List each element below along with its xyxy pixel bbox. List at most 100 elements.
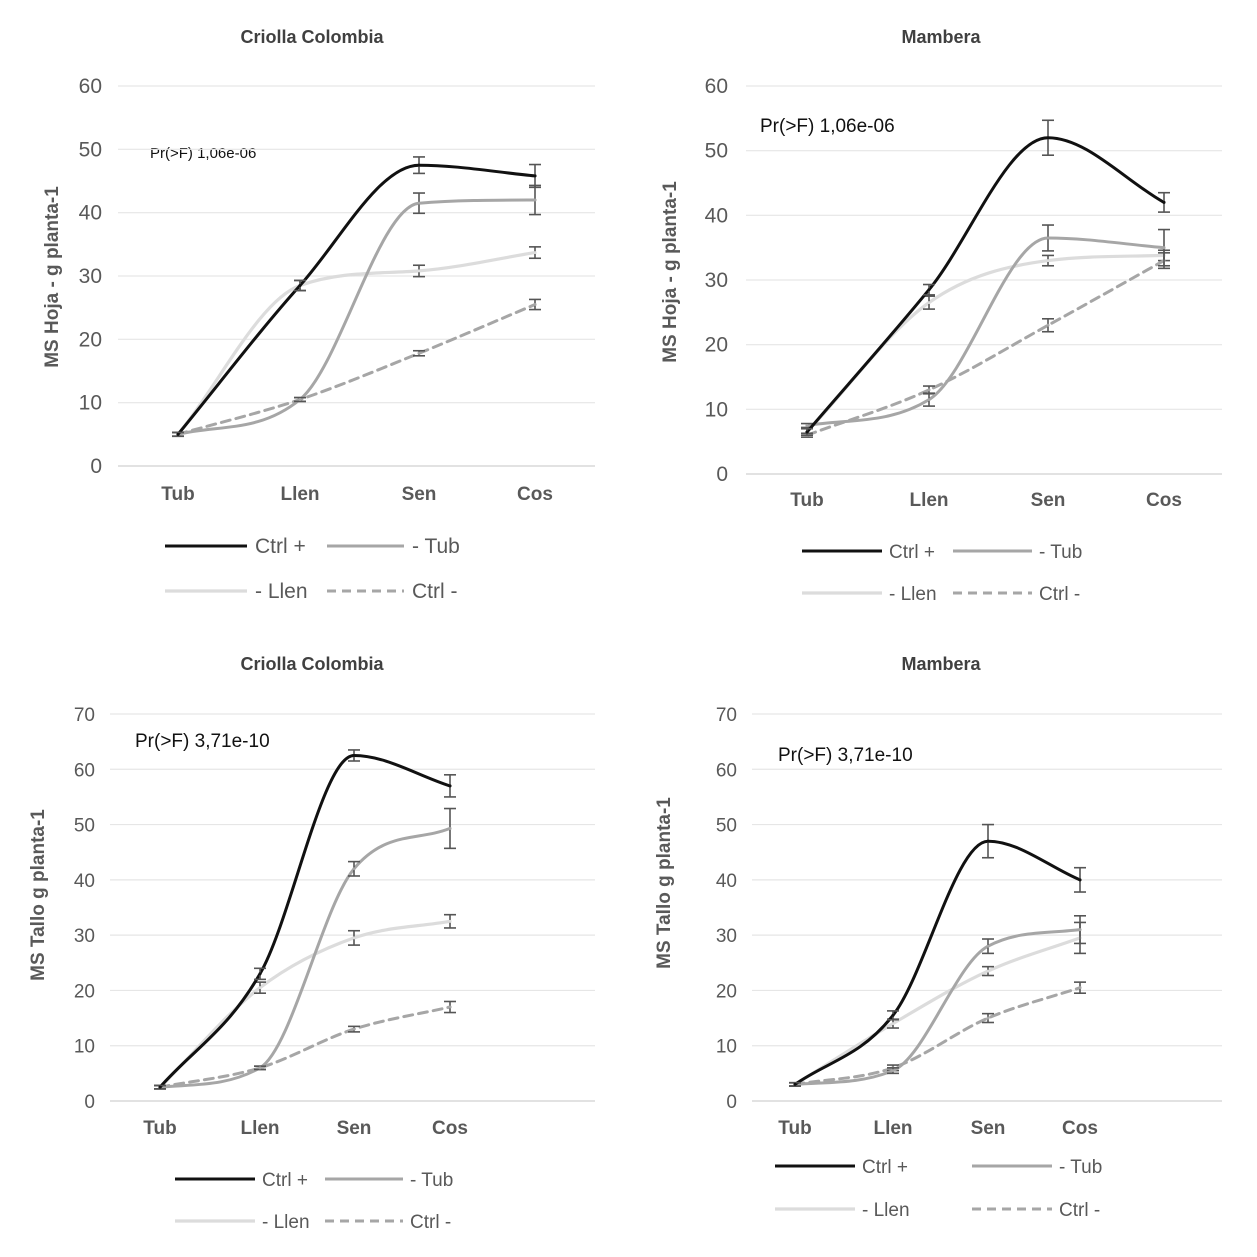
data-point [417,351,421,355]
legend-label: - Llen [255,580,308,603]
chart-title: Mambera [901,654,981,674]
plot-area: 0 10 20 30 40 50 60 70 Tub Llen Sen Cos [716,705,1222,1139]
chart-title: Mambera [901,27,981,47]
legend-label: Ctrl - [412,580,458,603]
chart-panel-criolla-hoja: Criolla Colombia MS Hoja - g planta-1 Pr… [42,27,595,603]
legend-label: Ctrl - [410,1212,451,1233]
y-tick-label: 70 [74,705,95,726]
data-point [448,826,452,830]
series-line-llen [793,936,1082,1086]
y-tick-label: 30 [79,265,102,288]
y-tick-label: 0 [84,1092,95,1113]
data-point [891,1013,895,1017]
y-tick-label: 20 [74,981,95,1002]
y-tick-label: 40 [79,202,102,225]
legend-label: - Llen [889,584,937,605]
data-point [793,1082,797,1086]
y-tick-label: 60 [705,75,728,98]
data-point [352,1027,356,1031]
legend-label: Ctrl + [862,1157,908,1178]
significance-annotation: Pr(>F) 1,06e-06 [760,116,895,137]
series-line-ctrl [176,303,537,436]
y-tick-label: 60 [716,760,737,781]
y-tick-label: 50 [716,816,737,837]
data-point [298,284,302,287]
x-tick-label: Llen [909,490,948,511]
data-point [986,839,990,843]
data-point [1046,259,1050,263]
y-tick-label: 20 [79,328,102,351]
data-point [1162,200,1166,204]
chart-panel-mambera-tallo: Mambera MS Tallo g planta-1 Pr(>F) 3,71e… [654,654,1222,1221]
data-point [417,163,421,167]
x-tick-label: Sen [402,484,437,505]
series-line-ctrl [176,163,537,436]
plot-area: 0 10 20 30 40 50 60 Tub Llen Sen Cos [79,75,595,505]
data-point [927,288,931,292]
y-tick-label: 50 [79,138,102,161]
legend-label: - Tub [1059,1157,1102,1178]
y-tick-label: 40 [74,871,95,892]
legend: Ctrl + - Tub - Llen Ctrl - [165,535,460,603]
data-point [1078,878,1082,882]
x-tick-label: Sen [337,1118,372,1139]
data-point [1078,928,1082,932]
legend-label: Ctrl - [1039,584,1080,605]
data-point [533,251,537,255]
x-tick-label: Llen [280,484,319,505]
legend-label: - Tub [1039,542,1082,563]
data-point [1046,236,1050,240]
data-point [258,986,262,990]
data-point [448,784,452,788]
data-point [891,1022,895,1026]
data-point [1078,986,1082,990]
series-line-tub [158,826,452,1089]
y-axis-label: MS Hoja - g planta-1 [660,181,681,363]
data-point [417,201,421,205]
y-tick-label: 30 [74,926,95,947]
data-point [805,430,809,434]
y-tick-label: 10 [79,392,102,415]
series-line-ctrl [805,136,1166,434]
data-point [448,1005,452,1009]
data-point [927,398,931,402]
y-tick-label: 60 [79,75,102,98]
y-tick-label: 40 [705,204,728,227]
data-point [533,198,537,202]
x-tick-label: Tub [161,484,194,505]
y-axis-label: MS Tallo g planta-1 [654,797,675,969]
y-tick-label: 0 [716,463,728,486]
y-tick-label: 0 [726,1092,737,1113]
data-point [533,303,537,306]
x-tick-label: Tub [143,1118,176,1139]
legend: Ctrl + - Tub - Llen Ctrl - [175,1170,453,1233]
significance-annotation: Pr(>F) 3,71e-10 [778,745,913,766]
data-point [176,432,180,436]
chart-panel-criolla-tallo: Criolla Colombia MS Tallo g planta-1 Pr(… [28,654,595,1233]
y-tick-label: 50 [705,140,728,163]
data-point [927,388,931,392]
series-line-tub [793,928,1082,1086]
chart-title: Criolla Colombia [240,27,384,47]
data-point [417,269,421,273]
chart-title: Criolla Colombia [240,654,384,674]
x-tick-label: Sen [1031,490,1066,511]
y-axis-label: MS Tallo g planta-1 [28,809,49,981]
legend-label: - Llen [862,1200,910,1221]
y-tick-label: 40 [716,871,737,892]
series-line-ctrl [158,1005,452,1089]
x-tick-label: Tub [778,1118,811,1139]
data-point [352,867,356,871]
data-point [258,1066,262,1070]
x-tick-label: Sen [971,1118,1006,1139]
legend-label: - Tub [412,535,460,558]
series-line-ctrl [793,839,1082,1086]
data-point [158,1085,162,1089]
data-point [448,919,452,923]
y-tick-label: 20 [716,981,737,1002]
legend-label: Ctrl - [1059,1200,1100,1221]
x-tick-label: Cos [432,1118,468,1139]
data-point [986,1016,990,1020]
series-line-tub [805,236,1166,427]
